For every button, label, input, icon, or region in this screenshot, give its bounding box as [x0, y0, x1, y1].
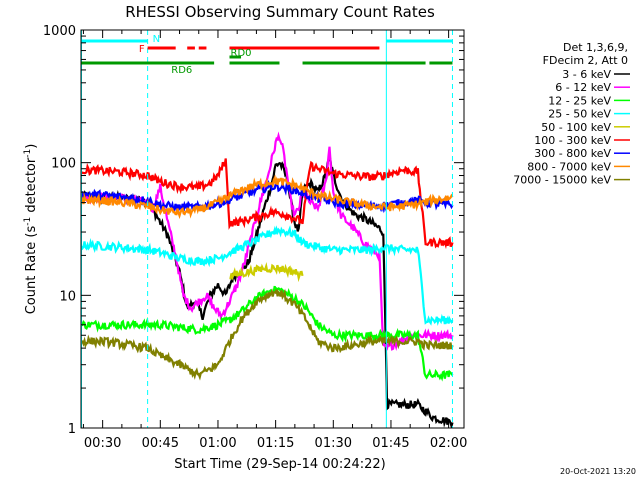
- series-line-2: [81, 285, 454, 382]
- legend-label-0: 3 - 6 keV: [562, 68, 611, 81]
- x-tick-label-4: 01:30: [315, 436, 352, 451]
- x-tick-label-5: 01:45: [372, 436, 409, 451]
- legend-label-3: 25 - 50 keV: [548, 108, 611, 121]
- x-axis-label: Start Time (29-Sep-14 00:24:22): [174, 457, 385, 472]
- y-axis-label: Count Rate (s-1 detector-1): [23, 144, 39, 315]
- vertical-markers: [80, 30, 453, 428]
- legend-header-line-2: FDecim 2, Att 0: [543, 54, 628, 67]
- legend-label-7: 800 - 7000 keV: [527, 160, 611, 173]
- flag-bars: NF RD0 RD6: [81, 34, 453, 76]
- legend-label-1: 6 - 12 keV: [555, 81, 611, 94]
- y-axis-label-sup1: -1: [23, 217, 33, 226]
- x-tick-label-3: 01:15: [257, 436, 294, 451]
- legend-label-4: 50 - 100 keV: [541, 121, 611, 134]
- x-axis-ticks: 00:30 00:45 01:00 01:15 01:30 01:45 02:00: [82, 30, 467, 451]
- flag-label-0: N: [153, 34, 160, 45]
- series-line-3: [81, 224, 454, 327]
- plot-frame: [80, 29, 465, 429]
- flag-label-1: F: [139, 44, 145, 55]
- series-line-4: [229, 261, 304, 283]
- series-line-7: [81, 174, 454, 220]
- y-axis-ticks: 1 10 100 1000: [43, 24, 464, 437]
- series-line-1: [81, 131, 454, 352]
- flag-label-2: RD0: [231, 48, 252, 59]
- legend-header-line-1: Det 1,3,6,9,: [563, 41, 628, 54]
- legend-label-5: 100 - 300 keV: [534, 134, 611, 147]
- legend-label-8: 7000 - 15000 keV: [513, 174, 611, 187]
- x-tick-label-0: 00:30: [84, 436, 121, 451]
- y-tick-label-1: 10: [59, 289, 76, 304]
- y-axis-label-end: ): [24, 144, 39, 149]
- y-tick-label-2: 100: [51, 157, 76, 172]
- y-tick-label-3: 1000: [43, 24, 76, 39]
- legend-label-2: 12 - 25 keV: [548, 94, 611, 107]
- timestamp: 20-Oct-2021 13:20: [560, 467, 636, 476]
- y-axis-label-main: Count Rate (s: [24, 226, 39, 315]
- legend: Det 1,3,6,9, FDecim 2, Att 0 3 - 6 keV6 …: [513, 41, 630, 187]
- flag-label-3: RD6: [171, 65, 192, 76]
- y-tick-label-0: 1: [68, 422, 76, 437]
- x-tick-label-2: 01:00: [199, 436, 236, 451]
- legend-label-6: 300 - 800 keV: [534, 147, 611, 160]
- chart-title: RHESSI Observing Summary Count Rates: [125, 3, 435, 21]
- x-tick-label-6: 02:00: [430, 436, 467, 451]
- series-line-8: [81, 288, 454, 381]
- x-tick-label-1: 00:45: [142, 436, 179, 451]
- y-axis-label-mid: detector: [24, 157, 39, 217]
- series-layer: [81, 131, 454, 428]
- y-axis-label-sup2: -1: [23, 149, 33, 158]
- series-line-5: [81, 158, 454, 250]
